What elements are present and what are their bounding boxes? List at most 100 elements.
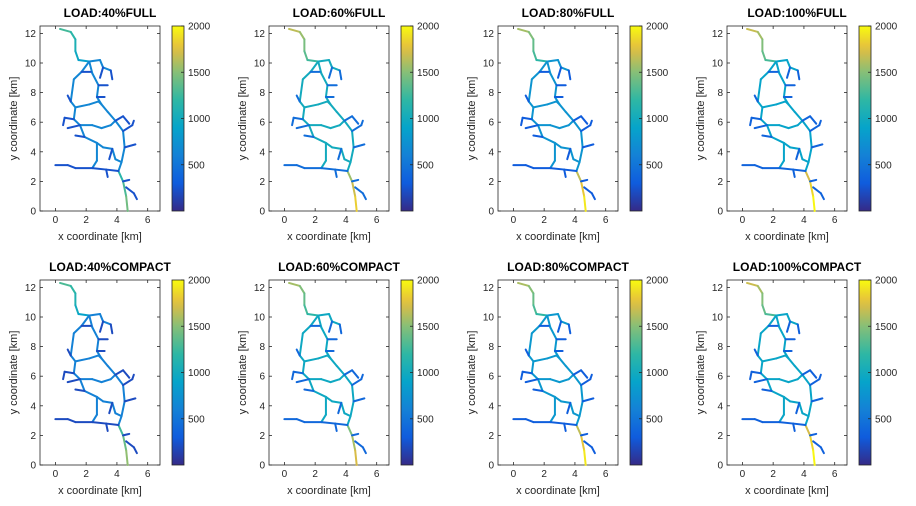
x-tick-label: 4	[114, 215, 120, 226]
network-line-segment	[782, 141, 792, 149]
network-line-segment	[354, 440, 364, 449]
x-tick-label: 4	[572, 469, 578, 480]
x-tick-label: 2	[83, 469, 89, 480]
network-line-segment	[288, 281, 301, 287]
network-line-segment	[524, 378, 539, 384]
y-tick-label: 2	[259, 431, 265, 442]
colorbar-tick-label: 2000	[875, 276, 898, 287]
network-line-segment	[756, 284, 764, 295]
network-line-segment	[59, 281, 72, 287]
network-line-segment	[809, 384, 813, 403]
y-tick-label: 8	[30, 88, 36, 99]
x-tick-label: 4	[343, 469, 349, 480]
y-axis-label: y coordinate [km]	[8, 77, 20, 161]
network-line-segment	[301, 106, 306, 121]
x-tick-label: 6	[374, 469, 380, 480]
network-line-segment	[108, 147, 114, 161]
x-tick-label: 0	[511, 469, 517, 480]
network-line-segment	[583, 440, 593, 449]
x-axis-label: x coordinate [km]	[745, 231, 829, 243]
network-line-segment	[575, 161, 581, 173]
axes-box	[497, 25, 619, 212]
subplot-panel: LOAD:60%COMPACT 0 2 4 6 0 2 4 6 8 10 12 x coordinate…	[229, 254, 458, 506]
network-line-segment	[810, 397, 824, 403]
network-line-segment	[79, 378, 86, 392]
x-tick-label: 0	[740, 215, 746, 226]
y-tick-label: 6	[259, 372, 265, 383]
network-line-segment	[520, 116, 524, 127]
network-line-segment	[549, 413, 556, 424]
network-line-segment	[326, 100, 332, 106]
network-line-segment	[549, 72, 558, 87]
axes-box	[497, 279, 619, 466]
network-line-segment	[328, 313, 334, 323]
network-line-segment	[309, 314, 320, 327]
x-tick-label: 2	[312, 469, 318, 480]
network-line-segment	[809, 130, 813, 149]
network-line-segment	[567, 373, 575, 381]
network-line-segment	[549, 159, 556, 170]
network-line-segment	[807, 146, 813, 164]
network-line-segment	[578, 400, 584, 418]
colorbar-tick-label: 500	[188, 160, 205, 171]
y-tick-label: 10	[483, 59, 495, 70]
network-line-segment	[558, 124, 570, 130]
network-line-segment	[753, 94, 759, 103]
network-line-segment	[564, 110, 575, 122]
network-line-segment	[295, 124, 310, 130]
network-line-segment	[291, 370, 295, 381]
x-axis-label: x coordinate [km]	[516, 231, 600, 243]
network-line-segment	[298, 354, 306, 363]
colorbar-tick-label: 1000	[188, 114, 211, 125]
subplot-title: LOAD:60%COMPACT	[278, 260, 400, 274]
y-tick-label: 6	[259, 118, 265, 129]
network-line-segment	[804, 415, 810, 427]
network-line-segment	[753, 348, 759, 357]
network-line-segment	[753, 124, 768, 130]
x-tick-label: 6	[145, 469, 151, 480]
network-line-segment	[295, 378, 310, 384]
network-line-segment	[114, 412, 123, 418]
network-line-segment	[549, 167, 566, 171]
network-line-segment	[792, 168, 807, 173]
network-line-segment	[796, 373, 804, 381]
network-line-segment	[351, 130, 355, 149]
y-tick-label: 12	[254, 29, 266, 40]
network-line-segment	[69, 78, 75, 103]
network-line-segment	[88, 313, 101, 317]
x-tick-label: 2	[83, 215, 89, 226]
network-line-segment	[295, 418, 306, 424]
colorbar-tick-label: 1500	[417, 68, 440, 79]
network-line-segment	[530, 324, 541, 335]
network-line-segment	[809, 369, 818, 379]
y-tick-label: 2	[259, 177, 265, 188]
network-line-segment	[100, 124, 112, 130]
network-line-segment	[578, 146, 584, 164]
network-line-segment	[303, 357, 320, 363]
axes-box	[726, 25, 848, 212]
network-line-segment	[761, 103, 778, 109]
network-line-segment	[527, 78, 533, 103]
network-line-segment	[317, 100, 329, 106]
network-line-segment	[331, 66, 341, 72]
network-line-segment	[580, 369, 589, 379]
network-line-segment	[564, 364, 575, 376]
network-line-segment	[354, 449, 358, 466]
subplot-svg: LOAD:80%COMPACT 0 2 4 6 0 2 4 6 8 10 12 x coordinate…	[466, 260, 669, 497]
network-line-segment	[335, 110, 346, 122]
colorbar-tick-label: 1500	[646, 322, 669, 333]
network-line-segment	[298, 30, 306, 41]
y-axis-label: y coordinate [km]	[466, 331, 478, 415]
network-line-segment	[801, 115, 812, 122]
network-line-segment	[567, 323, 572, 335]
network-line-segment	[517, 27, 530, 33]
network-line-segment	[759, 324, 770, 335]
network-line-segment	[351, 378, 363, 387]
network-line-segment	[532, 50, 538, 62]
network-line-segment	[102, 146, 114, 150]
y-tick-label: 10	[712, 313, 724, 324]
network-line-segment	[320, 421, 337, 425]
network-line-segment	[346, 170, 354, 183]
network-line-segment	[812, 195, 816, 212]
network-line-segment	[789, 146, 801, 150]
